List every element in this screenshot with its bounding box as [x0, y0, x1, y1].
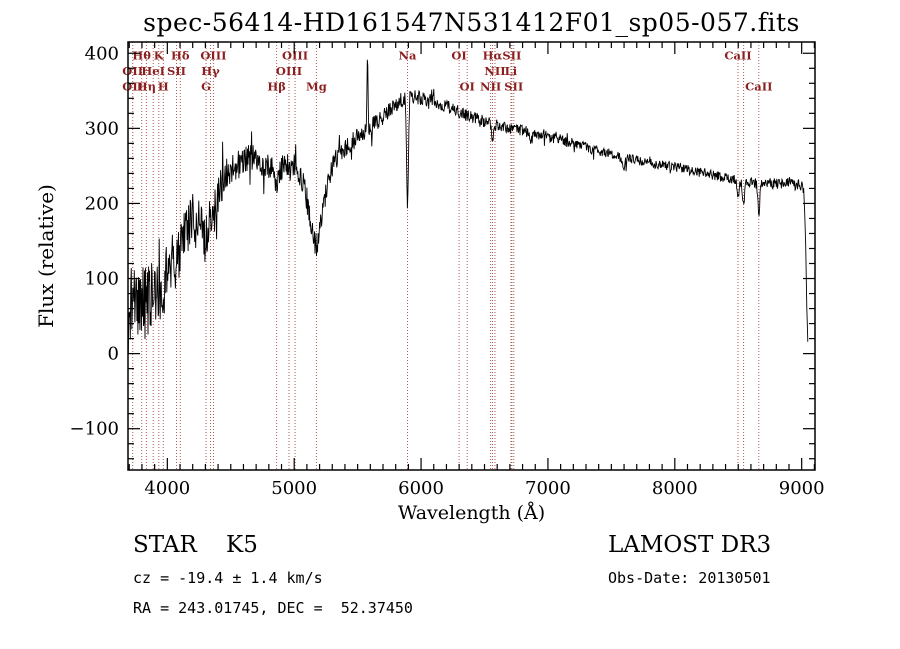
survey-label: LAMOST DR3: [608, 532, 772, 558]
spectral-line-label: Hδ: [171, 49, 190, 63]
x-tick-label: 7000: [525, 478, 571, 499]
plot-frame: [127, 41, 816, 471]
spectral-line-label: OIII: [276, 64, 302, 78]
spectral-line-label: Hβ: [267, 80, 286, 94]
spectral-line-label: NII: [480, 80, 501, 94]
spectral-line-label: G: [201, 80, 211, 94]
spectral-line-label: NII: [484, 64, 505, 78]
spectral-line-label: SII: [502, 49, 521, 63]
spectral-line-label: Hθ: [132, 49, 151, 63]
spectral-line-label: Hη: [137, 80, 156, 94]
x-tick-label: 8000: [652, 478, 698, 499]
x-tick-label: 5000: [271, 478, 317, 499]
spectral-line-label: HeI: [141, 64, 165, 78]
y-tick-label: 200: [85, 193, 119, 214]
y-tick-label: 400: [85, 43, 119, 64]
spectral-line-label: OI: [451, 49, 466, 63]
spectral-line-label: CaII: [745, 80, 772, 94]
spectral-line-label: SII: [167, 64, 186, 78]
spectral-line-label: Hγ: [201, 64, 220, 78]
y-tick-label: 0: [108, 344, 119, 365]
spectral-line-label: Mg: [306, 80, 327, 94]
ra-dec-label: RA = 243.01745, DEC = 52.37450: [133, 599, 413, 617]
plot-title: spec-56414-HD161547N531412F01_sp05-057.f…: [143, 8, 800, 37]
y-tick-label: 300: [85, 118, 119, 139]
radial-velocity-label: cz = -19.4 ± 1.4 km/s: [133, 569, 323, 587]
x-tick-label: 4000: [144, 478, 190, 499]
y-tick-label: 100: [85, 269, 119, 290]
x-tick-label: 6000: [398, 478, 444, 499]
spectral-line-label: OII: [122, 64, 143, 78]
spectral-line-label: H: [158, 80, 169, 94]
spectral-line-label: Li: [505, 64, 518, 78]
spectral-line-label: Hα: [483, 49, 503, 63]
spectral-line-label: Na: [399, 49, 418, 63]
object-class-label: STAR K5: [133, 532, 258, 558]
y-tick-label: −100: [70, 419, 119, 440]
spectral-line-label: OI: [459, 80, 474, 94]
spectral-line-label: K: [154, 49, 165, 63]
spectral-line-label: SII: [504, 80, 523, 94]
spectral-line-label: CaII: [724, 49, 751, 63]
x-tick-label: 9000: [779, 478, 825, 499]
obs-date-label: Obs-Date: 20130501: [608, 569, 771, 587]
spectrum-trace: [127, 59, 809, 354]
spectral-line-label: OIII: [200, 49, 226, 63]
x-axis-label: Wavelength (Å): [397, 502, 546, 524]
spectral-line-label: OIII: [282, 49, 308, 63]
